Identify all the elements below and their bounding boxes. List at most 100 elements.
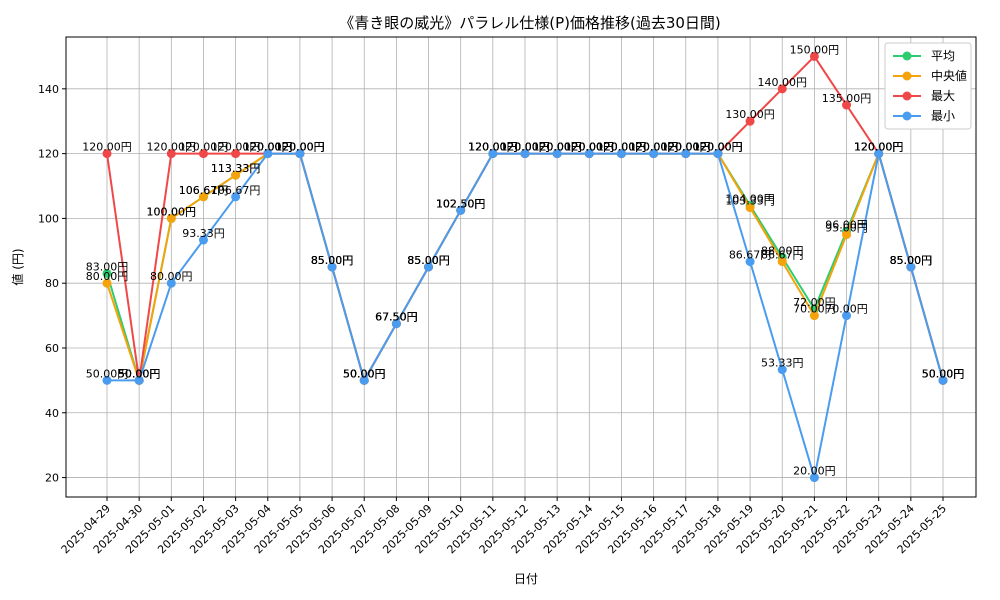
y-tick-label: 120 (38, 148, 59, 161)
data-label: 120.00円 (243, 141, 293, 154)
legend-label: 最大 (931, 89, 955, 103)
data-point (906, 262, 916, 272)
y-tick-label: 60 (45, 342, 59, 355)
data-label: 120.00円 (532, 141, 582, 154)
data-label: 85.00円 (311, 254, 354, 267)
legend-swatch-marker (902, 91, 912, 101)
data-point (488, 149, 498, 159)
data-label: 120.00円 (854, 141, 904, 154)
data-point (198, 149, 208, 159)
data-label: 120.00円 (565, 141, 615, 154)
data-point (745, 203, 755, 213)
data-label: 120.00円 (661, 141, 711, 154)
data-label: 120.00円 (532, 141, 582, 154)
data-label: 67.50円 (375, 311, 418, 324)
data-label: 50.00円 (118, 367, 161, 380)
data-point (102, 149, 112, 159)
data-point (584, 149, 594, 159)
data-label: 70.00円 (793, 303, 836, 316)
data-label: 50.00円 (118, 367, 161, 380)
data-label: 85.00円 (311, 254, 354, 267)
data-point (166, 278, 176, 288)
data-point (777, 365, 787, 375)
data-label: 120.00円 (243, 141, 293, 154)
y-tick-label: 20 (45, 472, 59, 485)
data-label: 120.00円 (275, 141, 325, 154)
data-label: 85.00円 (311, 254, 354, 267)
data-label: 67.50円 (375, 311, 418, 324)
data-label: 120.00円 (532, 141, 582, 154)
data-label: 50.00円 (343, 367, 386, 380)
data-label: 120.00円 (468, 141, 518, 154)
data-point (809, 311, 819, 321)
data-point (520, 149, 530, 159)
data-label: 102.50円 (436, 197, 486, 210)
data-label: 120.00円 (661, 141, 711, 154)
data-label: 120.00円 (693, 141, 743, 154)
data-point (359, 375, 369, 385)
data-label: 88.00円 (761, 244, 804, 257)
data-point (874, 149, 884, 159)
data-label: 67.50円 (375, 311, 418, 324)
data-label: 120.00円 (500, 141, 550, 154)
data-point (231, 170, 241, 180)
x-axis-label: 日付 (514, 572, 538, 586)
data-label: 85.00円 (407, 254, 450, 267)
data-label: 100.00円 (147, 205, 197, 218)
y-axis-ticks: 20 40 60 80 100 120 140 (38, 83, 66, 485)
data-label: 72.00円 (793, 296, 836, 309)
chart-title: 《青き眼の威光》パラレル仕様(P)価格推移(過去30日間) (339, 14, 721, 32)
data-label: 50.00円 (922, 367, 965, 380)
data-point (809, 473, 819, 483)
data-point (327, 262, 337, 272)
data-label: 67.50円 (375, 311, 418, 324)
data-label: 120.00円 (629, 141, 679, 154)
data-label: 85.00円 (890, 254, 933, 267)
data-label: 120.00円 (629, 141, 679, 154)
data-label: 96.00円 (825, 218, 868, 231)
data-label: 85.00円 (890, 254, 933, 267)
data-point (842, 230, 852, 240)
data-label: 50.00円 (922, 367, 965, 380)
data-label: 120.00円 (275, 141, 325, 154)
data-label: 120.00円 (82, 141, 132, 154)
data-label: 120.00円 (597, 141, 647, 154)
data-point (456, 205, 466, 215)
data-label: 85.00円 (890, 254, 933, 267)
data-point (552, 149, 562, 159)
data-label: 120.00円 (468, 141, 518, 154)
data-label: 85.00円 (890, 254, 933, 267)
data-label: 120.00円 (693, 141, 743, 154)
data-label: 102.50円 (436, 197, 486, 210)
data-label: 50.00円 (86, 367, 129, 380)
data-point (166, 213, 176, 223)
data-point (938, 375, 948, 385)
data-point (777, 257, 787, 267)
data-point (745, 116, 755, 126)
data-point (263, 149, 273, 159)
data-label: 120.00円 (854, 141, 904, 154)
data-label: 80.00円 (150, 270, 193, 283)
data-label: 53.33円 (761, 357, 804, 370)
data-label: 150.00円 (790, 43, 840, 56)
data-label: 50.00円 (343, 367, 386, 380)
data-labels: 83.00円 50.00円 100.00円 106.67円 113.33円 120.00円… (82, 43, 964, 477)
series-lines (102, 51, 948, 483)
data-label: 120.00円 (693, 141, 743, 154)
data-label: 120.00円 (468, 141, 518, 154)
data-label: 120.00円 (597, 141, 647, 154)
data-point (198, 235, 208, 245)
data-point (649, 149, 659, 159)
data-label: 120.00円 (500, 141, 550, 154)
data-label: 85.00円 (311, 254, 354, 267)
data-label: 120.00円 (629, 141, 679, 154)
data-point (231, 149, 241, 159)
data-label: 106.67円 (179, 184, 229, 197)
data-label: 120.00円 (243, 141, 293, 154)
data-label: 120.00円 (565, 141, 615, 154)
data-label: 50.00円 (922, 367, 965, 380)
legend-label: 中央値 (931, 68, 967, 83)
data-label: 113.33円 (211, 162, 261, 175)
data-label: 120.00円 (661, 141, 711, 154)
